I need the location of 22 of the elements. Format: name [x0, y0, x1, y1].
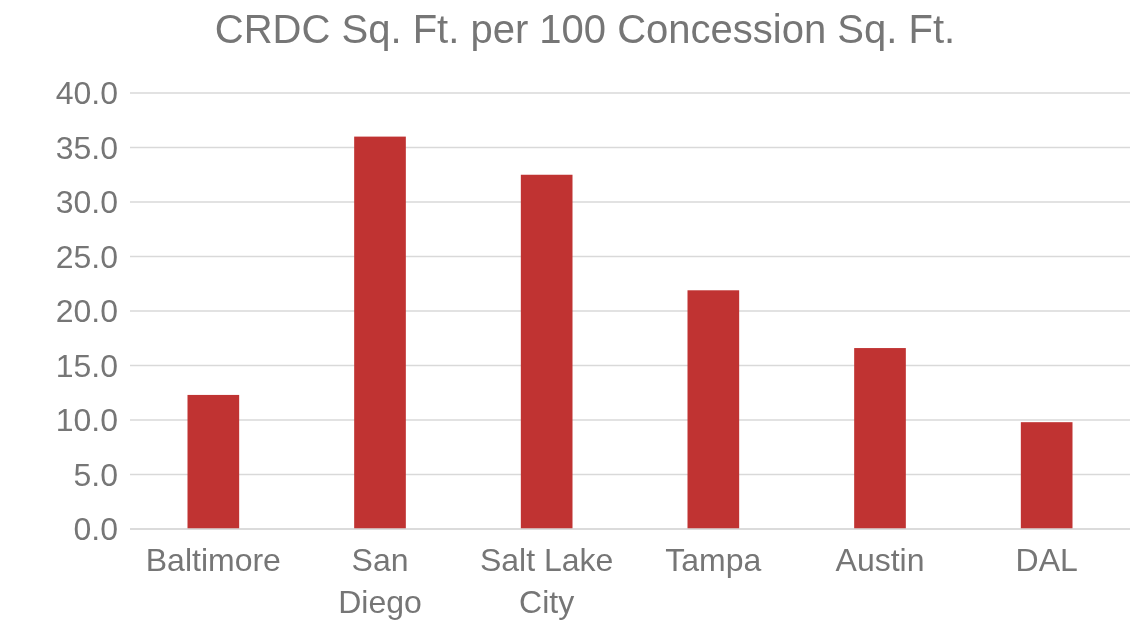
x-tick-label: DAL	[1015, 542, 1078, 578]
y-tick-label: 35.0	[55, 129, 118, 166]
chart-title: CRDC Sq. Ft. per 100 Concession Sq. Ft.	[214, 7, 956, 51]
bar	[687, 290, 740, 529]
x-tick-label: Tampa	[665, 542, 762, 578]
y-tick-label: 25.0	[55, 238, 118, 275]
x-tick-label: San Diego	[338, 542, 422, 620]
x-tick-label: Baltimore	[145, 542, 281, 578]
bar	[354, 136, 406, 529]
y-tick-label: 0.0	[73, 511, 118, 548]
bar	[187, 394, 240, 529]
x-tick-label: Austin	[835, 542, 925, 578]
y-tick-label: 5.0	[73, 456, 118, 493]
bar	[520, 174, 573, 529]
bar	[854, 348, 906, 529]
y-tick-label: 15.0	[55, 347, 118, 384]
y-tick-label: 40.0	[55, 75, 118, 112]
y-tick-label: 10.0	[55, 402, 118, 439]
bar	[1020, 422, 1073, 529]
y-tick-label: 20.0	[55, 293, 118, 330]
x-tick-label: Salt Lake City	[479, 542, 614, 620]
y-tick-label: 30.0	[55, 184, 118, 221]
